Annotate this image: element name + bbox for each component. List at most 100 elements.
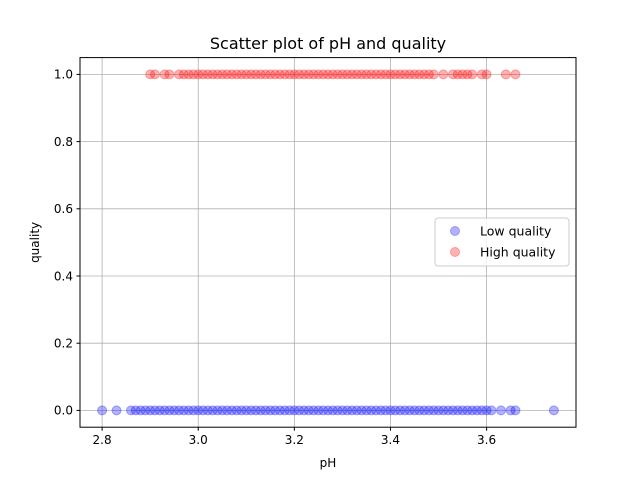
data-point (356, 69, 367, 80)
data-point (443, 405, 454, 416)
data-point (183, 405, 194, 416)
data-point (361, 405, 372, 416)
data-point (222, 69, 233, 80)
data-point (149, 405, 160, 416)
plot-frame (79, 57, 577, 428)
data-point (260, 405, 271, 416)
data-point (193, 405, 204, 416)
data-point (202, 405, 213, 416)
data-point (476, 405, 487, 416)
data-point (457, 69, 468, 80)
data-point (332, 405, 343, 416)
data-point (217, 405, 228, 416)
chart-title: Scatter plot of pH and quality (210, 34, 446, 53)
data-point (481, 69, 492, 80)
data-point (452, 69, 463, 80)
data-point (327, 69, 338, 80)
data-point (404, 405, 415, 416)
data-point (399, 405, 410, 416)
data-point (375, 405, 386, 416)
data-point (274, 405, 285, 416)
data-point (279, 405, 290, 416)
series-high-quality (145, 69, 521, 80)
legend-marker-high-quality (450, 247, 460, 257)
data-point (447, 405, 458, 416)
data-point (294, 69, 305, 80)
data-point (500, 69, 511, 80)
data-point (274, 69, 285, 80)
data-point (409, 69, 420, 80)
y-tick-label: 0.2 (54, 337, 73, 351)
data-point (395, 405, 406, 416)
data-point (414, 69, 425, 80)
data-point (250, 69, 261, 80)
data-point (289, 69, 300, 80)
data-point (423, 405, 434, 416)
data-point (111, 405, 122, 416)
data-point (337, 405, 348, 416)
y-tick-label: 0.6 (54, 202, 73, 216)
data-point (241, 69, 252, 80)
data-point (255, 69, 266, 80)
data-point (462, 405, 473, 416)
data-point (125, 405, 136, 416)
data-point (385, 405, 396, 416)
data-point (202, 69, 213, 80)
data-point (351, 405, 362, 416)
data-point (164, 69, 175, 80)
data-point (212, 69, 223, 80)
data-point (399, 69, 410, 80)
series-low-quality (97, 405, 559, 416)
data-point (226, 405, 237, 416)
data-point (414, 405, 425, 416)
data-point (447, 69, 458, 80)
data-point (226, 69, 237, 80)
data-point (332, 69, 343, 80)
data-point (298, 69, 309, 80)
x-tick-label: 3.0 (189, 433, 208, 447)
data-point (140, 405, 151, 416)
data-point (476, 69, 487, 80)
x-tick-label: 3.6 (477, 433, 496, 447)
data-point (207, 405, 218, 416)
x-tick-label: 3.4 (381, 433, 400, 447)
x-axis: 2.8 3.0 3.2 3.4 3.6 (93, 427, 496, 447)
data-point (438, 405, 449, 416)
data-point (423, 69, 434, 80)
data-point (366, 405, 377, 416)
data-point (347, 405, 358, 416)
data-point (471, 405, 482, 416)
legend-label-high-quality: High quality (480, 245, 556, 260)
data-point (265, 405, 276, 416)
data-point (428, 69, 439, 80)
data-point (351, 69, 362, 80)
data-point (183, 69, 194, 80)
data-point (178, 405, 189, 416)
data-point (222, 405, 233, 416)
data-point (496, 405, 507, 416)
data-point (174, 405, 185, 416)
data-point (250, 405, 261, 416)
data-point (457, 405, 468, 416)
data-point (289, 405, 300, 416)
data-point (154, 405, 165, 416)
data-point (486, 405, 497, 416)
data-point (169, 405, 180, 416)
data-point (467, 405, 478, 416)
data-point (323, 69, 333, 80)
data-point (510, 69, 521, 80)
data-points (97, 69, 559, 416)
y-axis: 0.0 0.2 0.4 0.6 0.8 1.0 (54, 68, 80, 418)
data-point (462, 69, 473, 80)
data-point (198, 405, 209, 416)
data-point (231, 69, 242, 80)
y-axis-label: quality (28, 222, 42, 263)
data-point (404, 69, 415, 80)
data-point (145, 69, 156, 80)
data-point (375, 69, 386, 80)
data-point (145, 405, 156, 416)
data-point (433, 405, 444, 416)
data-point (361, 69, 372, 80)
data-point (270, 69, 281, 80)
data-point (419, 405, 430, 416)
